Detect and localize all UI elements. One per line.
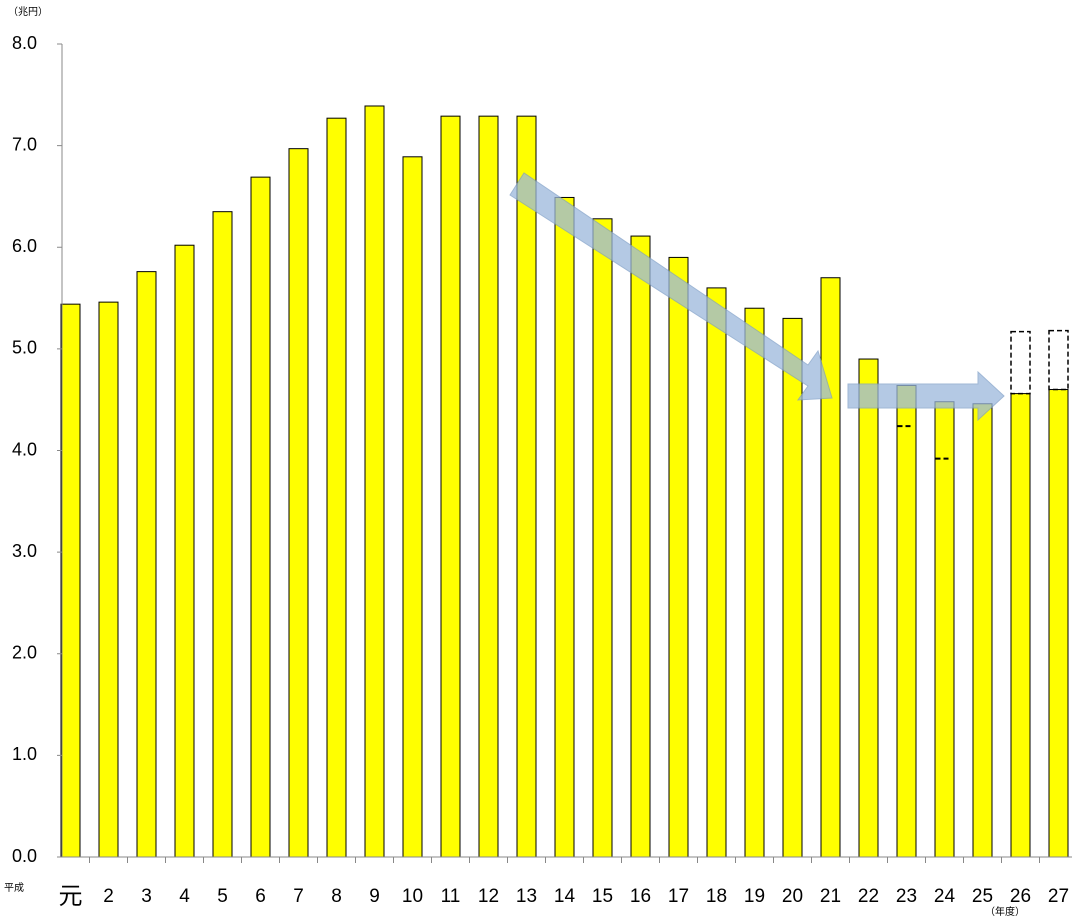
bar [174,244,195,858]
bar [896,384,917,858]
bar [972,403,993,858]
x-tick-label: 6 [255,886,266,907]
x-tick-label: 元 [59,882,83,910]
x-tick-label: 22 [858,886,879,907]
bar [516,115,537,858]
x-tick-label: 8 [331,886,342,907]
flat-arrow [847,370,1005,422]
x-tick-label: 21 [820,886,841,907]
bar [592,218,613,858]
bar [326,117,347,858]
y-tick-label: 5.0 [12,338,37,358]
bar [250,176,271,858]
y-tick-label: 0.0 [12,846,37,866]
dashed-bar [1048,329,1069,391]
bar [1048,389,1069,858]
x-tick-label: 17 [668,886,689,907]
bar [820,277,841,858]
y-tick-label: 4.0 [12,439,37,459]
bar [554,196,575,858]
bar [98,301,119,858]
x-tick-label: 15 [592,886,613,907]
x-tick-label: 16 [630,886,651,907]
x-tick-label: 2 [103,886,114,907]
bar [212,211,233,858]
x-tick-label: 7 [293,886,304,907]
y-tick-label: 6.0 [12,236,37,256]
x-tick-label: 24 [934,886,956,907]
y-tick-label: 2.0 [12,643,37,663]
y-tick-label: 8.0 [12,33,37,53]
y-tick-label: 3.0 [12,541,37,561]
bar [364,105,385,858]
bar [60,303,81,858]
bar [934,401,955,858]
x-tick-label: 25 [972,886,993,907]
bar [668,256,689,858]
bar [440,115,461,858]
x-tick-label: 20 [782,886,803,907]
bars [60,105,1069,858]
bar [630,235,651,858]
x-tick-label: 27 [1048,886,1069,907]
x-tick-label: 14 [554,886,576,907]
x-tick-label: 26 [1010,886,1031,907]
bar [706,287,727,858]
bar [136,271,157,858]
x-unit: （年度） [985,905,1025,918]
x-tick-label: 11 [441,886,461,907]
x-tick-label: 3 [141,886,152,907]
bar [288,148,309,858]
x-tick-label: 10 [402,886,423,907]
down-arrow [509,172,833,401]
bar [858,358,879,858]
dashed-bar [1010,330,1031,395]
x-tick-label: 13 [516,886,537,907]
x-tick-label: 19 [744,886,765,907]
y-unit: （兆円） [8,6,48,18]
x-tick-label: 18 [706,886,727,907]
bar [744,307,765,858]
x-prefix: 平成 [4,882,24,894]
bar [1010,393,1031,858]
x-tick-label: 5 [217,886,228,907]
bar [478,115,499,858]
x-tick-label: 4 [179,886,190,907]
x-tick-label: 12 [478,886,499,907]
bar [402,156,423,858]
trend-arrows [509,172,1005,422]
x-tick-label: 9 [369,886,380,907]
y-tick-label: 7.0 [12,134,37,154]
x-tick-label: 23 [896,886,917,907]
y-tick-label: 1.0 [12,744,37,764]
